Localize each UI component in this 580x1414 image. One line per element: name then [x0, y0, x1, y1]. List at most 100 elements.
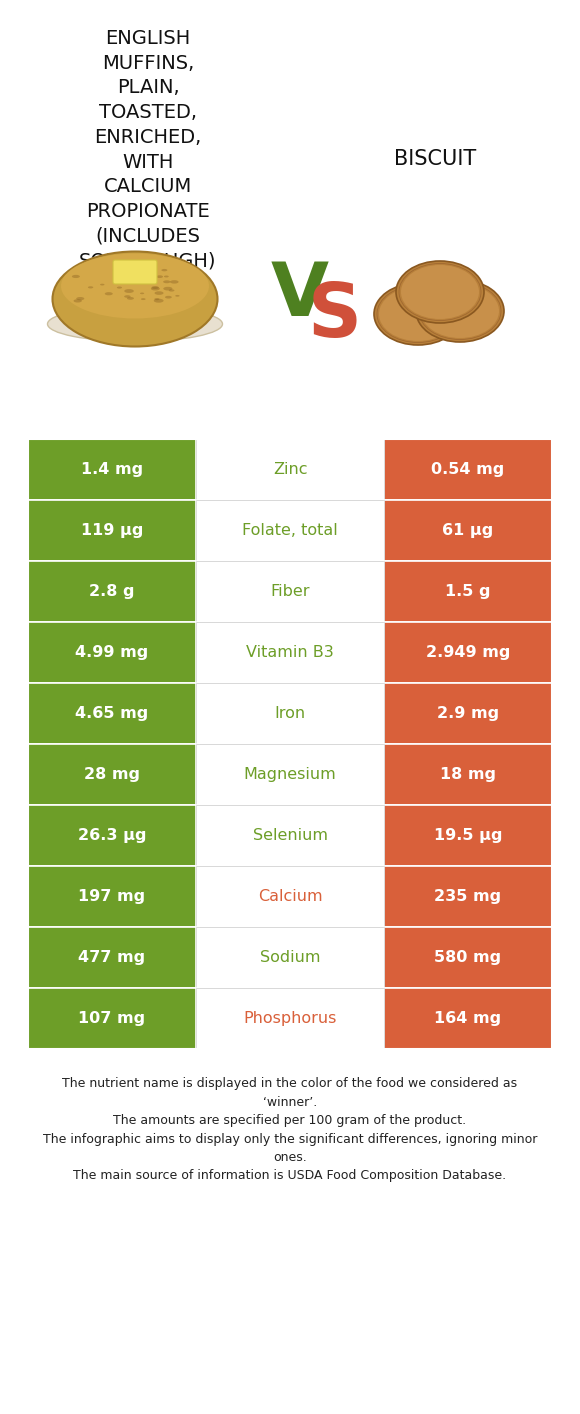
Ellipse shape	[164, 287, 172, 290]
Text: 1.4 mg: 1.4 mg	[81, 462, 143, 477]
Text: 2.9 mg: 2.9 mg	[437, 706, 499, 721]
Bar	[384, 865, 552, 928]
Bar	[196, 561, 384, 622]
Text: Fiber: Fiber	[270, 584, 310, 600]
Ellipse shape	[124, 296, 130, 298]
Ellipse shape	[74, 300, 82, 303]
Bar	[196, 988, 384, 1049]
Text: 4.99 mg: 4.99 mg	[75, 645, 148, 660]
Text: 2.8 g: 2.8 g	[89, 584, 135, 600]
Ellipse shape	[164, 276, 169, 277]
Text: 197 mg: 197 mg	[78, 889, 146, 904]
Ellipse shape	[416, 280, 504, 342]
Text: 107 mg: 107 mg	[78, 1011, 146, 1027]
Ellipse shape	[163, 280, 171, 283]
Ellipse shape	[88, 286, 93, 288]
Ellipse shape	[156, 276, 163, 279]
Text: 28 mg: 28 mg	[84, 766, 140, 782]
Bar	[196, 865, 384, 928]
Ellipse shape	[421, 284, 499, 338]
Text: 19.5 μg: 19.5 μg	[434, 829, 502, 843]
Ellipse shape	[53, 252, 218, 346]
Ellipse shape	[127, 297, 134, 300]
Text: 2.949 mg: 2.949 mg	[426, 645, 510, 660]
Ellipse shape	[141, 298, 146, 300]
Bar	[384, 683, 552, 744]
Ellipse shape	[140, 293, 144, 294]
Ellipse shape	[170, 280, 179, 284]
Text: 164 mg: 164 mg	[434, 1011, 502, 1027]
Ellipse shape	[105, 293, 113, 296]
Bar	[384, 438, 552, 501]
Text: Folate, total: Folate, total	[242, 523, 338, 537]
Bar	[28, 805, 196, 865]
Text: 0.54 mg: 0.54 mg	[432, 462, 505, 477]
Bar	[28, 438, 196, 501]
Ellipse shape	[374, 283, 462, 345]
Bar	[196, 501, 384, 561]
Text: 235 mg: 235 mg	[434, 889, 502, 904]
Text: Calcium: Calcium	[258, 889, 322, 904]
FancyBboxPatch shape	[113, 260, 157, 284]
Text: Selenium: Selenium	[252, 829, 328, 843]
Ellipse shape	[100, 284, 104, 286]
Text: V: V	[271, 260, 329, 332]
Text: The nutrient name is displayed in the color of the food we considered as
‘winner: The nutrient name is displayed in the co…	[43, 1077, 537, 1182]
Text: S: S	[308, 280, 362, 352]
Bar	[384, 561, 552, 622]
Ellipse shape	[113, 269, 122, 271]
Bar	[384, 501, 552, 561]
Text: Sodium: Sodium	[260, 950, 320, 964]
Ellipse shape	[154, 298, 160, 300]
Text: 61 μg: 61 μg	[443, 523, 494, 537]
Ellipse shape	[121, 274, 126, 277]
Ellipse shape	[151, 286, 159, 288]
Text: Zinc: Zinc	[273, 462, 307, 477]
Bar	[384, 744, 552, 805]
Ellipse shape	[396, 262, 484, 322]
Ellipse shape	[379, 287, 457, 341]
Text: 4.65 mg: 4.65 mg	[75, 706, 148, 721]
Text: 18 mg: 18 mg	[440, 766, 496, 782]
Text: 477 mg: 477 mg	[78, 950, 146, 964]
Ellipse shape	[175, 296, 180, 297]
Bar	[28, 561, 196, 622]
Bar	[384, 622, 552, 683]
Ellipse shape	[165, 296, 172, 298]
Bar	[28, 683, 196, 744]
Bar	[28, 622, 196, 683]
Ellipse shape	[149, 274, 155, 277]
Text: 1.5 g: 1.5 g	[445, 584, 491, 600]
Text: 580 mg: 580 mg	[434, 950, 502, 964]
Bar	[384, 805, 552, 865]
Bar	[196, 928, 384, 988]
Ellipse shape	[151, 287, 160, 290]
Ellipse shape	[124, 288, 134, 293]
Text: Iron: Iron	[274, 706, 306, 721]
Bar	[196, 683, 384, 744]
Bar	[28, 928, 196, 988]
Text: ENGLISH
MUFFINS,
PLAIN,
TOASTED,
ENRICHED,
WITH
CALCIUM
PROPIONATE
(INCLUDES
SOU: ENGLISH MUFFINS, PLAIN, TOASTED, ENRICHE…	[79, 30, 217, 270]
Text: BISCUIT: BISCUIT	[394, 148, 476, 170]
Text: Phosphorus: Phosphorus	[244, 1011, 336, 1027]
Ellipse shape	[48, 307, 223, 342]
Bar	[196, 438, 384, 501]
Ellipse shape	[161, 269, 168, 271]
Text: 26.3 μg: 26.3 μg	[78, 829, 146, 843]
Ellipse shape	[138, 274, 146, 279]
Ellipse shape	[72, 274, 80, 279]
Bar	[196, 805, 384, 865]
Bar	[28, 501, 196, 561]
Bar	[384, 928, 552, 988]
Bar	[196, 622, 384, 683]
Bar	[28, 988, 196, 1049]
Bar	[28, 438, 552, 1049]
Ellipse shape	[154, 298, 164, 303]
Bar	[384, 988, 552, 1049]
Bar	[28, 865, 196, 928]
Ellipse shape	[154, 291, 164, 296]
Ellipse shape	[401, 264, 479, 320]
Ellipse shape	[61, 253, 209, 318]
Ellipse shape	[169, 290, 175, 291]
Text: 119 μg: 119 μg	[81, 523, 143, 537]
